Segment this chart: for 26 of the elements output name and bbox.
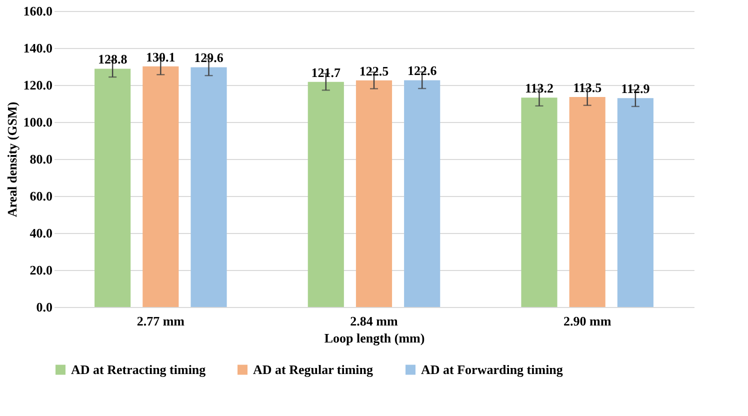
data-label: 112.9 xyxy=(621,81,650,96)
y-tick-label: 20.0 xyxy=(30,262,52,278)
data-label: 113.5 xyxy=(573,80,602,96)
data-label: 128.8 xyxy=(98,52,128,67)
y-tick-label: 60.0 xyxy=(30,188,52,204)
y-tick-label: 140.0 xyxy=(23,40,52,56)
y-tick-label: 100.0 xyxy=(23,114,52,130)
legend-label: AD at Retracting timing xyxy=(71,362,206,377)
y-tick-label: 80.0 xyxy=(30,152,52,166)
x-tick-label: 2.90 mm xyxy=(563,314,612,328)
x-tick-label: 2.84 mm xyxy=(350,314,398,328)
data-label: 122.5 xyxy=(359,63,390,78)
data-label: 129.6 xyxy=(194,50,224,66)
data-label: 130.1 xyxy=(146,49,176,64)
y-tick-label: 40.0 xyxy=(30,226,52,240)
x-tick-label: 2.77 mm xyxy=(136,314,185,328)
legend-label: AD at Forwarding timing xyxy=(421,362,564,377)
data-label: 121.7 xyxy=(311,64,342,80)
y-tick-label: 0.0 xyxy=(36,300,52,314)
y-tick-label: 160.0 xyxy=(23,4,52,18)
y-tick-label: 120.0 xyxy=(23,78,52,92)
data-label: 113.2 xyxy=(524,80,554,96)
data-label: 122.6 xyxy=(407,63,438,78)
y-axis-title: Areal density (GSM) xyxy=(4,102,20,218)
x-axis-title: Loop length (mm) xyxy=(324,330,425,346)
legend-label: AD at Regular timing xyxy=(253,362,374,377)
